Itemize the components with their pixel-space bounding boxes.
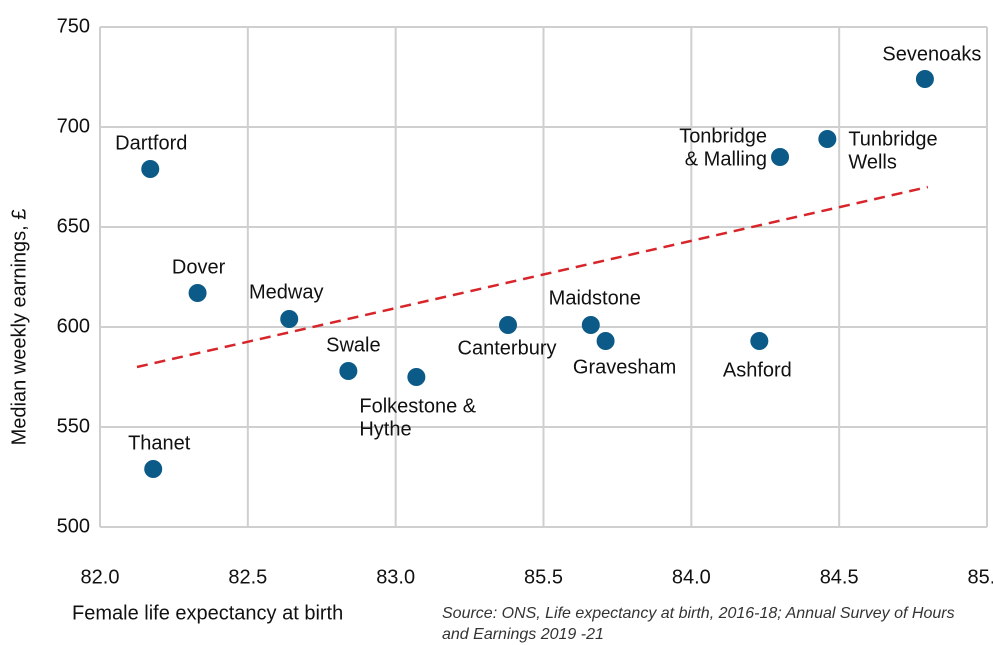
data-point [818,130,837,148]
data-point [915,70,934,88]
x-tick-label: 84.5 [820,566,859,588]
point-label: Wells [848,151,897,173]
data-point [141,160,160,178]
point-label: Sevenoaks [882,43,981,65]
point-label: Gravesham [573,356,676,378]
data-point [499,316,518,334]
point-label: Dover [172,256,226,278]
data-point [280,310,299,328]
trendline [136,185,929,369]
point-label: & Malling [685,148,767,170]
point-label: Canterbury [458,337,557,359]
point-label: Hythe [359,418,411,440]
data-point [188,284,207,302]
source-note: Source: ONS, Life expectancy at birth, 2… [442,605,955,622]
source-note: and Earnings 2019 -21 [442,626,604,643]
x-tick-label: 82.5 [228,566,267,588]
data-point [144,460,163,478]
x-tick-label: 85.5 [524,566,563,588]
point-label: Ashford [723,359,792,381]
y-tick-label: 700 [57,115,90,137]
y-tick-label: 650 [57,215,90,237]
y-tick-label: 750 [57,15,90,37]
y-tick-label: 500 [57,515,90,537]
point-label: Tonbridge [679,125,767,147]
y-tick-label: 600 [57,315,90,337]
data-point [339,362,358,380]
y-tick-label: 550 [57,415,90,437]
x-tick-label: 85.0 [968,566,993,588]
x-axis-label: Female life expectancy at birth [72,602,343,624]
data-point [407,368,426,386]
point-label: Medway [249,281,323,303]
point-label: Folkestone & [359,395,476,417]
data-point [581,316,600,334]
data-point [771,148,790,166]
point-label: Dartford [115,132,187,154]
data-point [596,332,615,350]
x-tick-label: 83.0 [376,566,415,588]
data-point [750,332,769,350]
point-label: Swale [326,334,380,356]
point-label: Maidstone [549,287,641,309]
point-label: Thanet [128,432,191,454]
y-axis-label: Median weekly earnings, £ [8,209,30,446]
x-tick-label: 84.0 [672,566,711,588]
x-tick-label: 82.0 [81,566,120,588]
point-label: Tunbridge [848,128,937,150]
